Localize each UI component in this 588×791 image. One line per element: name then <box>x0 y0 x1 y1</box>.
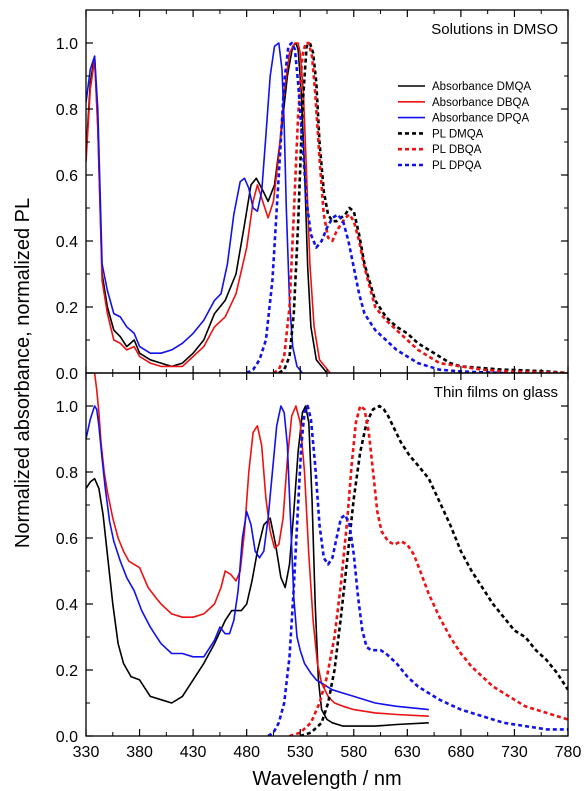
series-line-absorbance-dpqa-panel-1 <box>86 42 304 373</box>
series-line-absorbance-dmqa-panel-2 <box>86 405 429 727</box>
legend-entry-label: PL DPQA <box>432 160 482 172</box>
legend: Absorbance DMQA Absorbance DBQA Absorbance… <box>398 81 531 172</box>
x-tick-label: 780 <box>555 744 582 761</box>
x-tick-label: 330 <box>73 744 100 761</box>
series-line-absorbance-dmqa-panel-1 <box>86 42 328 373</box>
panel-label-2: Thin films on glass <box>434 384 558 401</box>
series-line-absorbance-dbqa-panel-2 <box>93 373 429 717</box>
legend-entry-label: Absorbance DMQA <box>432 81 531 93</box>
series-line-pl-dmqa-panel-2 <box>299 404 568 736</box>
legend-entry-label: Absorbance DBQA <box>432 97 529 109</box>
panel-label-1: Solutions in DMSO <box>431 21 558 38</box>
x-tick-label: 730 <box>501 744 528 761</box>
y-tick-label: 1.0 <box>56 36 78 53</box>
x-tick-label: 530 <box>287 744 314 761</box>
y-tick-label: 0.8 <box>56 465 78 482</box>
panel-frame-1 <box>85 9 569 374</box>
y-tick-label: 0.0 <box>56 366 78 383</box>
legend-entry-label: PL DMQA <box>432 128 484 140</box>
x-axis-title: Wavelength / nm <box>252 768 401 790</box>
y-tick-label: 0.4 <box>56 234 78 251</box>
x-tick-label: 430 <box>180 744 207 761</box>
series-line-pl-dmqa-panel-1 <box>278 41 568 373</box>
series-line-absorbance-dpqa-panel-2 <box>86 405 429 711</box>
series-line-pl-dpqa-panel-1 <box>246 41 504 373</box>
y-tick-label: 0.0 <box>56 729 78 746</box>
series-line-pl-dbqa-panel-1 <box>272 41 568 373</box>
y-tick-label: 0.2 <box>56 300 78 317</box>
series-line-absorbance-dbqa-panel-1 <box>86 42 331 373</box>
y-axis-title: Normalized absorbance, normalized PL <box>12 198 34 548</box>
panel-2-series <box>86 373 568 736</box>
series-line-pl-dpqa-panel-2 <box>267 404 568 736</box>
panel-frame-2 <box>85 372 569 737</box>
x-tick-label: 630 <box>394 744 421 761</box>
x-tick-label: 680 <box>448 744 475 761</box>
legend-entry-label: Absorbance DPQA <box>432 113 529 125</box>
y-tick-label: 0.6 <box>56 168 78 185</box>
legend-entry-label: PL DBQA <box>432 144 482 156</box>
series-line-pl-dbqa-panel-2 <box>289 404 568 736</box>
x-tick-label: 480 <box>233 744 260 761</box>
y-tick-label: 1.0 <box>56 399 78 416</box>
panel-1-series <box>86 41 568 373</box>
y-tick-label: 0.2 <box>56 663 78 680</box>
y-tick-label: 0.4 <box>56 597 78 614</box>
x-tick-label: 380 <box>126 744 153 761</box>
y-tick-label: 0.6 <box>56 531 78 548</box>
x-tick-label: 580 <box>340 744 367 761</box>
y-tick-label: 0.8 <box>56 102 78 119</box>
